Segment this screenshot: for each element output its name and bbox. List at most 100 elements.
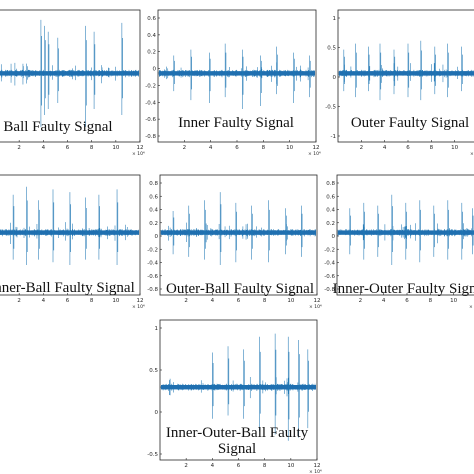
signal-baseline	[339, 71, 474, 76]
x-exponent-label: × 10⁴	[132, 151, 145, 157]
y-tick-label: -0.6	[145, 117, 156, 123]
y-tick-label: -0.2	[145, 83, 156, 89]
x-tick-label: 8	[90, 298, 94, 304]
signal-spike	[219, 192, 222, 265]
x-tick-label: 6	[235, 145, 239, 151]
x-tick-label: 8	[430, 145, 434, 151]
signal-spike	[433, 205, 435, 257]
signal-spike	[472, 208, 474, 255]
signal-spike	[391, 194, 393, 265]
signal-spike	[407, 43, 410, 98]
x-exponent-label: × 10⁴	[469, 304, 474, 310]
x-tick-label: 2	[360, 145, 364, 151]
x-exponent-label: × 10⁴	[308, 151, 321, 157]
x-exponent-label: × 10⁴	[309, 304, 322, 310]
signal-panel-4: 2 4 6 8 10 12× 10⁴ Inner-Ball Faulty Signal	[0, 174, 145, 310]
x-tick-label: 10	[287, 463, 294, 469]
y-tick-label: -0.4	[145, 100, 156, 106]
y-tick-label: -0.8	[145, 134, 156, 140]
y-tick-label: 0	[332, 234, 336, 240]
x-tick-label: 6	[237, 298, 241, 304]
signal-spike	[227, 346, 230, 416]
signal-spike	[209, 52, 211, 104]
x-tick-label: 4	[42, 298, 46, 304]
y-tick-label: 0.8	[149, 181, 158, 187]
signal-baseline	[161, 230, 316, 235]
y-tick-label: 0.4	[147, 33, 156, 39]
signal-spike	[368, 46, 370, 92]
signal-spike	[93, 31, 96, 109]
plot-frame	[337, 9, 474, 143]
x-tick-label: 6	[66, 145, 70, 151]
signal-spike	[268, 200, 270, 263]
x-tick-label: 2	[184, 463, 188, 469]
y-tick-label: 0.6	[326, 194, 335, 200]
signal-spike	[259, 336, 261, 432]
signal-spike	[355, 43, 357, 98]
x-tick-label: 12	[137, 298, 144, 304]
signal-panel-7: 2 4 6 8 10 12× 10⁴ -0.5 0 0.5 1 Inner-Outer-Ball F…	[147, 319, 322, 474]
y-tick-label: 0	[155, 410, 159, 416]
y-tick-label: 0.8	[326, 181, 335, 187]
signal-spike	[309, 55, 311, 98]
panel-caption: Inner-Ball Faulty Signal	[0, 280, 135, 296]
x-tick-label: 4	[383, 145, 387, 151]
plot-frame	[159, 174, 318, 296]
panel-caption: Inner-Outer Faulty Signal	[333, 281, 474, 297]
x-tick-label: 2	[359, 298, 363, 304]
signal-spike	[38, 200, 40, 260]
signal-spike	[276, 46, 278, 95]
y-tick-label: -0.6	[324, 274, 335, 280]
y-tick-label: 0.5	[327, 46, 336, 52]
y-tick-label: 0	[155, 234, 159, 240]
panel-caption: Outer Faulty Signal	[351, 115, 469, 131]
signal-spike	[47, 31, 50, 109]
signal-spike	[447, 43, 449, 98]
signal-spike	[251, 205, 253, 260]
panel-caption: Inner Faulty Signal	[178, 115, 294, 131]
x-tick-label: 4	[211, 463, 215, 469]
panel-caption: Ball Faulty Signal	[3, 119, 112, 135]
signal-spike	[69, 192, 71, 265]
x-tick-label: 4	[211, 298, 215, 304]
x-exponent-label: × 10⁴	[470, 151, 474, 157]
signal-spike	[298, 339, 300, 438]
y-tick-label: -0.2	[147, 247, 158, 253]
x-tick-label: 12	[313, 145, 320, 151]
signal-spike	[26, 186, 28, 265]
x-tick-label: 10	[450, 298, 457, 304]
x-tick-label: 10	[286, 145, 293, 151]
signal-spike	[287, 336, 290, 441]
panel-caption-line-1: Inner-Outer-Ball Faulty	[166, 425, 309, 441]
y-tick-label: 0.2	[326, 221, 335, 227]
x-tick-label: 6	[405, 298, 409, 304]
y-tick-label: 0	[153, 67, 157, 73]
signal-spike	[293, 52, 295, 104]
signal-baseline	[0, 71, 139, 76]
panel-caption-line-2: Signal	[218, 441, 256, 457]
signal-spike	[307, 349, 309, 429]
signal-spike	[190, 49, 192, 101]
y-tick-label: -1	[331, 134, 336, 140]
signal-spike	[241, 49, 244, 109]
signal-spike	[363, 202, 365, 260]
y-tick-label: 0.4	[149, 208, 158, 214]
signal-spike	[349, 208, 351, 255]
signal-spike	[212, 352, 214, 419]
signal-spike	[420, 40, 422, 101]
y-tick-label: 0.2	[149, 221, 158, 227]
signal-spike	[301, 205, 303, 257]
signal-spike	[235, 202, 237, 263]
plot-frame	[159, 319, 318, 461]
y-tick-label: 0	[333, 75, 337, 81]
signal-spike	[377, 205, 379, 257]
signal-spike	[393, 49, 396, 95]
x-tick-label: 2	[17, 298, 21, 304]
signal-spike	[447, 200, 449, 260]
signal-spike	[44, 25, 46, 115]
y-tick-label: 0.5	[149, 368, 158, 374]
signal-spike	[188, 205, 190, 257]
